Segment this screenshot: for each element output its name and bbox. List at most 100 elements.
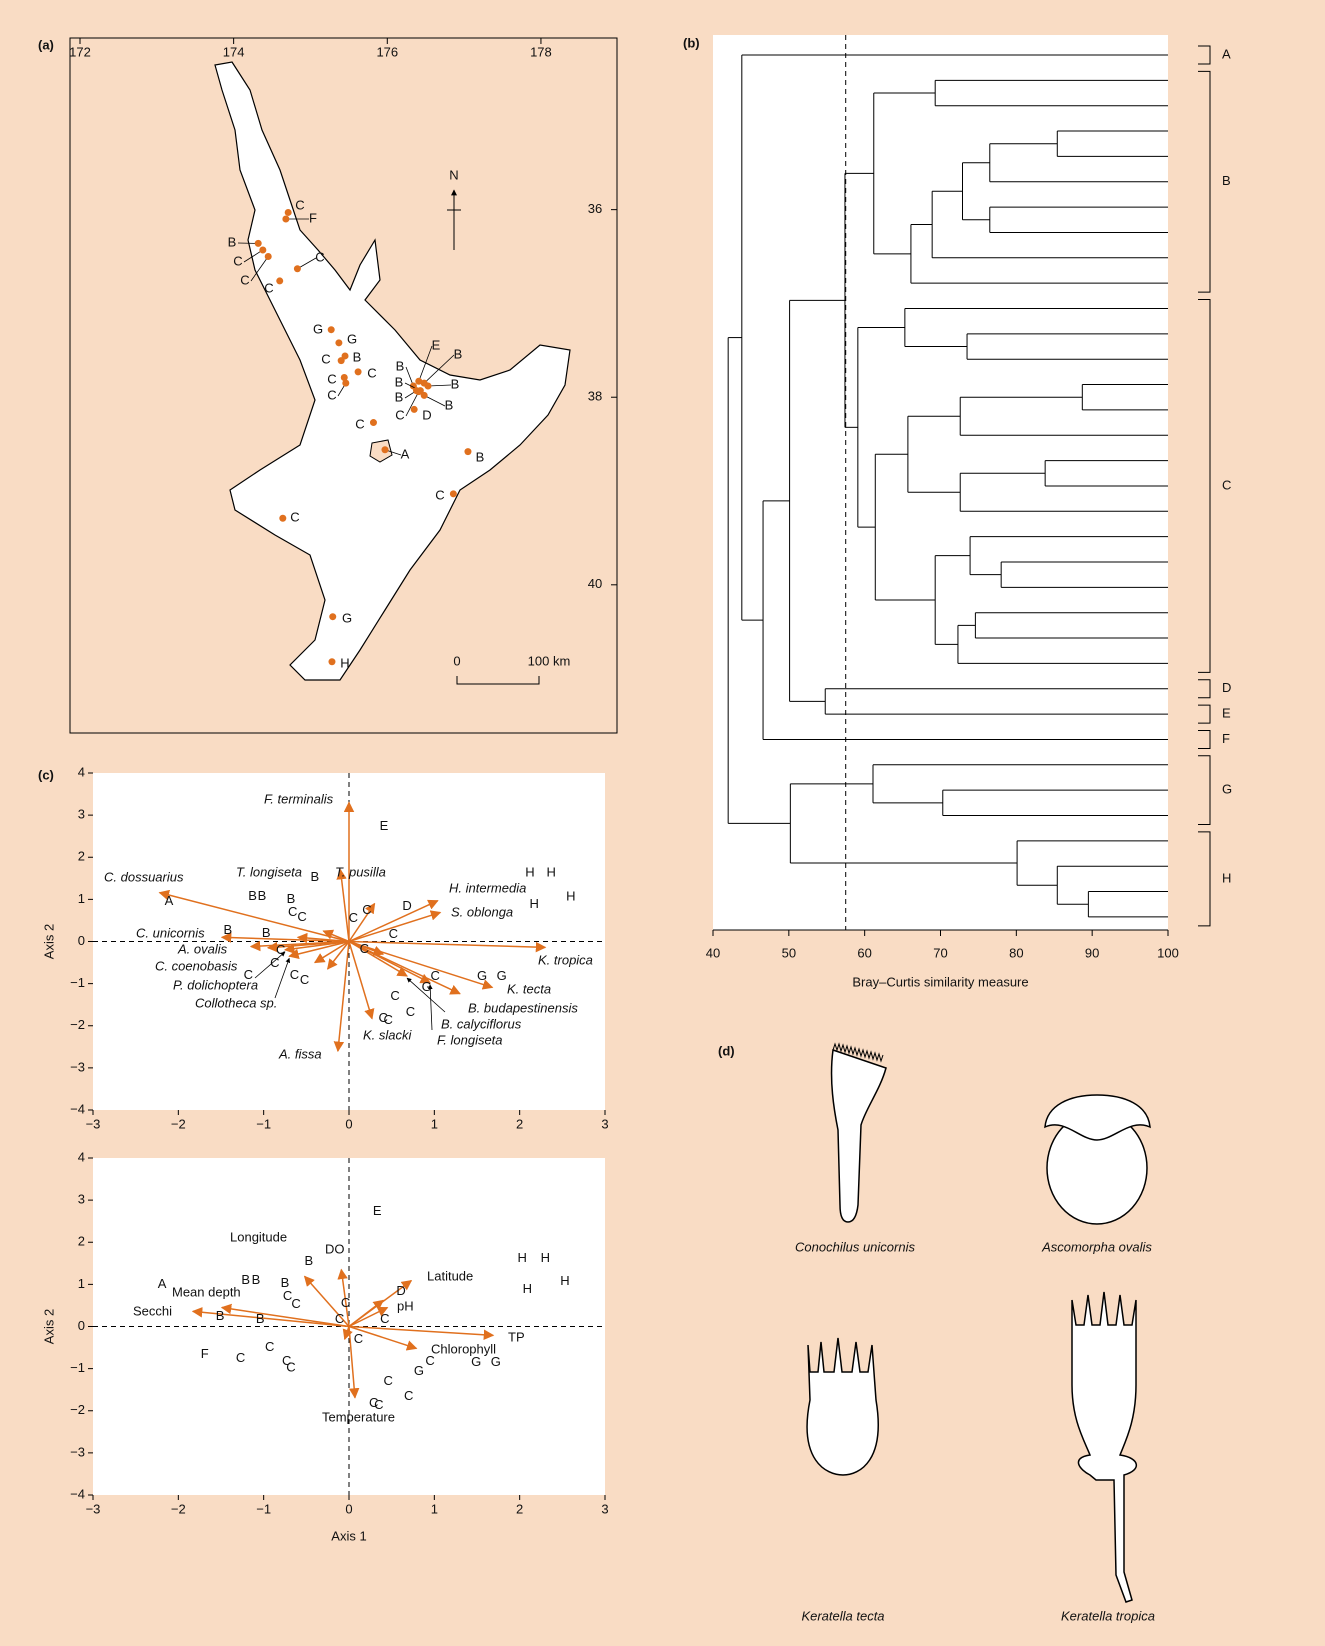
site-label: E: [380, 818, 389, 833]
north-label: N: [449, 167, 458, 182]
panel-label: (d): [718, 1043, 735, 1058]
site-label: B: [395, 374, 404, 389]
vector-label: DO: [325, 1241, 345, 1256]
group-bracket: [1198, 46, 1210, 64]
site-label: H: [340, 655, 349, 670]
site-label: A: [158, 1276, 167, 1291]
site-label: C: [367, 365, 376, 380]
site-label: D: [422, 407, 431, 422]
vector-label: Chlorophyll: [431, 1341, 496, 1356]
x-tick-label: −3: [86, 1116, 101, 1131]
y-tick-label: −4: [70, 1486, 85, 1501]
vector-label: T. pusilla: [335, 864, 386, 879]
group-label: D: [1222, 680, 1231, 695]
page: {"chart_data":[ {"type":"map","label":"(…: [0, 0, 1325, 1646]
site-label: H: [566, 889, 575, 904]
site-label: B: [476, 449, 485, 464]
x-tick-label: −1: [256, 1501, 271, 1516]
vector-label: K. slacki: [363, 1027, 413, 1042]
group-label: F: [1222, 731, 1230, 746]
y-tick-label: 40: [588, 576, 602, 591]
site-label: C: [360, 941, 369, 956]
group-label: G: [1222, 782, 1232, 797]
site-label: C: [300, 972, 309, 987]
vector-label: K. tropica: [538, 952, 593, 967]
site-label: C: [355, 416, 364, 431]
x-tick-label: 40: [706, 945, 720, 960]
site-label: C: [288, 904, 297, 919]
site-label: G: [497, 968, 507, 983]
site-label: H: [525, 865, 534, 880]
x-tick-label: 60: [857, 945, 871, 960]
caption: Keratella tropica: [1061, 1608, 1155, 1623]
vector-label: Latitude: [427, 1268, 473, 1283]
x-tick-label: −3: [86, 1501, 101, 1516]
x-tick-label: 100: [1157, 945, 1179, 960]
vector-label: P. dolichoptera: [173, 977, 258, 992]
vector-label: Collotheca sp.: [195, 995, 277, 1010]
site-label: B: [454, 346, 463, 361]
site: [355, 368, 362, 375]
y-axis-title: Axis 2: [41, 924, 56, 959]
site-label: C: [384, 1373, 393, 1388]
site-label: C: [233, 253, 242, 268]
site-label: C: [327, 387, 336, 402]
x-tick-label: 2: [516, 1116, 523, 1131]
group-label: A: [1222, 46, 1231, 61]
group-label: B: [1222, 173, 1231, 188]
site-label: C: [297, 909, 306, 924]
y-tick-label: 3: [78, 1192, 85, 1207]
site-label: C: [380, 1311, 389, 1326]
vector-label: H. intermedia: [449, 880, 526, 895]
group-label: E: [1222, 706, 1231, 721]
vector-label: Secchi: [133, 1303, 172, 1318]
vector-label: F. terminalis: [264, 791, 334, 806]
site: [328, 658, 335, 665]
site-label: G: [313, 321, 323, 336]
vector-label: C. coenobasis: [155, 958, 238, 973]
group-bracket: [1198, 730, 1210, 748]
site: [342, 380, 349, 387]
x-axis-title: Bray–Curtis similarity measure: [852, 974, 1028, 989]
site: [329, 613, 336, 620]
site-label: C: [265, 1339, 274, 1354]
site-label: B: [256, 1311, 265, 1326]
x-tick-label: 172: [69, 44, 91, 59]
site-label: G: [477, 968, 487, 983]
site-label: H: [541, 1250, 550, 1265]
y-tick-label: 38: [588, 389, 602, 404]
vector-label: TP: [508, 1329, 525, 1344]
figure: (a)172174176178363840N0100 kmCFBCCCCGGCB…: [0, 0, 1325, 1646]
site-label: E: [432, 337, 441, 352]
x-tick-label: 3: [601, 1501, 608, 1516]
site-label: C: [335, 1311, 344, 1326]
y-tick-label: 4: [78, 764, 85, 779]
site: [335, 339, 342, 346]
y-tick-label: −2: [70, 1017, 85, 1032]
site: [259, 246, 266, 253]
site-label: A: [165, 893, 174, 908]
site: [370, 419, 377, 426]
site-label: C: [430, 968, 439, 983]
group-label: H: [1222, 870, 1231, 885]
vector-label: Longitude: [230, 1229, 287, 1244]
site-label: H: [560, 1273, 569, 1288]
site-label: C: [264, 280, 273, 295]
y-tick-label: 36: [588, 201, 602, 216]
site-label: F: [201, 1346, 209, 1361]
site-label: H: [547, 865, 556, 880]
y-tick-label: 3: [78, 807, 85, 822]
site-label: C: [236, 1350, 245, 1365]
y-tick-label: 2: [78, 849, 85, 864]
site-label: H: [529, 896, 538, 911]
site-label: B: [396, 358, 405, 373]
site-label: B: [311, 869, 320, 884]
site-label: C: [327, 371, 336, 386]
site-label: H: [523, 1281, 532, 1296]
site-label: B: [228, 234, 237, 249]
site-label: G: [347, 331, 357, 346]
site-label: C: [362, 902, 371, 917]
y-tick-label: 0: [78, 1318, 85, 1333]
site: [464, 448, 471, 455]
site-label: C: [349, 910, 358, 925]
